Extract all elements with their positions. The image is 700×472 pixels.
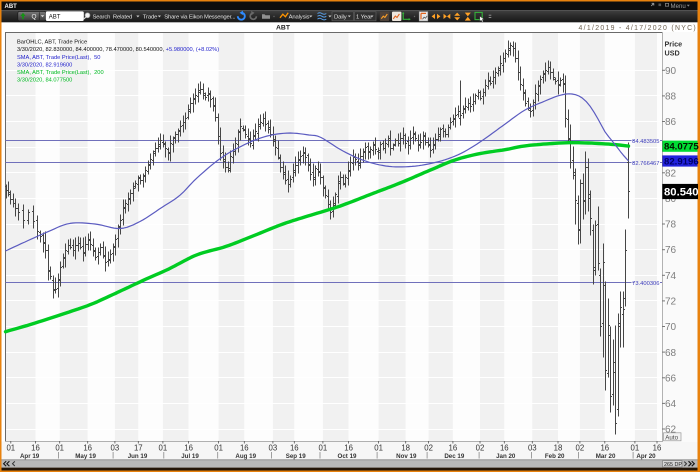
svg-text:03: 03	[528, 444, 537, 453]
svg-text:18: 18	[401, 444, 410, 453]
svg-text:265 DP: 265 DP	[664, 462, 682, 468]
svg-text:16: 16	[344, 444, 353, 453]
svg-text:ABT: ABT	[49, 14, 61, 20]
svg-text:16: 16	[240, 444, 249, 453]
svg-text:16: 16	[449, 444, 458, 453]
svg-text:70: 70	[665, 322, 677, 333]
svg-text:Search: Search	[93, 14, 111, 20]
svg-text:86: 86	[665, 117, 677, 128]
svg-text:16: 16	[653, 444, 662, 453]
svg-text:Trade: Trade	[143, 14, 158, 20]
svg-text:80.540: 80.540	[664, 187, 699, 199]
svg-text:Jan 20: Jan 20	[496, 453, 516, 460]
svg-text:Share via Eikon Messenger...: Share via Eikon Messenger...	[164, 14, 236, 20]
svg-text:01: 01	[214, 444, 223, 453]
svg-text:Auto: Auto	[665, 434, 678, 441]
svg-text:Sep 19: Sep 19	[286, 453, 307, 460]
svg-text:90: 90	[665, 66, 677, 77]
svg-text:02: 02	[424, 444, 433, 453]
svg-text:Dec 19: Dec 19	[444, 453, 465, 460]
svg-text:Apr 20: Apr 20	[636, 453, 656, 460]
svg-text:01: 01	[319, 444, 328, 453]
svg-text:01: 01	[6, 444, 15, 453]
svg-text:Jun 19: Jun 19	[128, 453, 148, 460]
svg-text:3/30/2020, 82.830000, 84.40000: 3/30/2020, 82.830000, 84.400000, 78.4700…	[17, 47, 219, 53]
svg-text:3/30/2020, 82.919600: 3/30/2020, 82.919600	[17, 62, 72, 68]
svg-text:82: 82	[665, 168, 677, 179]
svg-text:01: 01	[159, 444, 168, 453]
svg-text:01: 01	[631, 444, 640, 453]
svg-text:16: 16	[83, 444, 92, 453]
svg-text:03: 03	[269, 444, 278, 453]
svg-text:Oct 19: Oct 19	[338, 453, 357, 460]
svg-text:ABT: ABT	[5, 4, 18, 10]
svg-text:16: 16	[31, 444, 40, 453]
svg-text:Daily: Daily	[334, 14, 347, 20]
svg-text:Related: Related	[113, 14, 132, 20]
svg-text:02: 02	[476, 444, 485, 453]
svg-text:Feb 20: Feb 20	[545, 453, 565, 460]
svg-text:BarOHLC, ABT, Trade Price: BarOHLC, ABT, Trade Price	[17, 40, 87, 46]
svg-text:84.0775: 84.0775	[664, 142, 699, 153]
svg-text:4/1/2019 - 4/17/2020 (NYC): 4/1/2019 - 4/17/2020 (NYC)	[579, 25, 697, 32]
svg-text:Nov 19: Nov 19	[396, 453, 417, 460]
svg-text:3/30/2020, 84.077500: 3/30/2020, 84.077500	[17, 78, 72, 84]
svg-text:Jul 19: Jul 19	[181, 453, 199, 460]
svg-text:17: 17	[134, 444, 143, 453]
svg-text:78: 78	[665, 220, 677, 231]
svg-text:88: 88	[665, 92, 677, 103]
svg-text:80: 80	[665, 194, 677, 205]
svg-text:64: 64	[665, 399, 677, 410]
svg-text:Apr 19: Apr 19	[20, 453, 40, 460]
svg-text:72: 72	[665, 297, 677, 308]
svg-text:SMA, ABT, Trade Price(Last),: SMA, ABT, Trade Price(Last), 50	[17, 55, 100, 61]
svg-text:82.766467: 82.766467	[632, 161, 659, 167]
svg-text:May 19: May 19	[75, 453, 96, 460]
svg-text:Aug 19: Aug 19	[235, 453, 256, 460]
svg-text:73.400306: 73.400306	[632, 281, 659, 287]
svg-text:74: 74	[665, 271, 677, 282]
svg-text:03: 03	[111, 444, 120, 453]
svg-text:18: 18	[554, 444, 563, 453]
svg-text:82.9196: 82.9196	[664, 156, 699, 167]
svg-text:16: 16	[184, 444, 193, 453]
svg-text:01: 01	[374, 444, 383, 453]
svg-text:02: 02	[576, 444, 585, 453]
svg-text:66: 66	[665, 373, 677, 384]
svg-text:16: 16	[600, 444, 609, 453]
svg-text:SMA, ABT, Trade Price(Last),: SMA, ABT, Trade Price(Last), 200	[17, 70, 104, 76]
svg-text:1 Year: 1 Year	[356, 14, 372, 20]
svg-text:Mar 20: Mar 20	[596, 453, 616, 460]
svg-text:Price: Price	[665, 40, 683, 49]
svg-text:01: 01	[55, 444, 64, 453]
svg-text:USD: USD	[665, 49, 680, 58]
svg-text:16: 16	[500, 444, 509, 453]
svg-text:Q: Q	[32, 14, 37, 21]
svg-text:Menu: Menu	[671, 3, 686, 10]
svg-text:16: 16	[290, 444, 299, 453]
svg-text:76: 76	[665, 245, 677, 256]
svg-text:Analysis: Analysis	[289, 14, 310, 20]
svg-text:ABT: ABT	[276, 24, 291, 31]
svg-text:68: 68	[665, 348, 677, 359]
svg-text:84.483505: 84.483505	[632, 139, 659, 145]
svg-text:62: 62	[665, 425, 677, 436]
